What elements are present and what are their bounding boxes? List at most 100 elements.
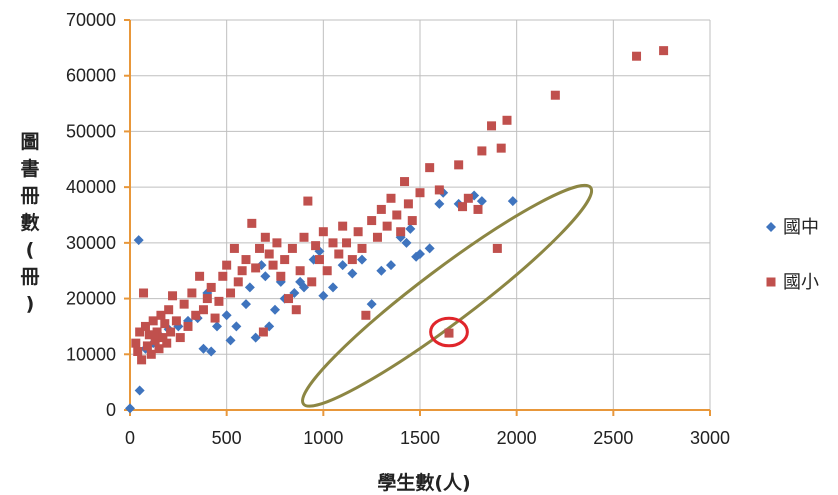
data-point-elementary — [146, 349, 156, 359]
data-point-elementary — [206, 282, 216, 292]
x-tick-label: 2500 — [593, 428, 633, 448]
data-point-elementary — [311, 241, 321, 251]
data-point-junior — [212, 321, 222, 332]
data-point-elementary — [367, 216, 377, 226]
y-tick-label: 20000 — [66, 289, 116, 309]
data-point-elementary — [550, 90, 560, 100]
data-point-junior — [133, 235, 144, 246]
data-point-elementary — [158, 333, 168, 343]
data-point-elementary — [202, 294, 212, 304]
data-point-junior — [386, 260, 396, 271]
data-point-elementary — [142, 341, 152, 351]
data-point-elementary — [463, 193, 473, 203]
data-point-elementary — [407, 216, 417, 226]
data-point-elementary — [496, 143, 506, 153]
data-point-elementary — [140, 321, 150, 331]
data-points — [125, 46, 669, 414]
data-point-elementary — [473, 204, 483, 214]
highlight-circle — [429, 316, 469, 348]
highlight-ellipse — [301, 183, 594, 408]
data-point-elementary — [299, 232, 309, 242]
data-point-elementary — [226, 288, 236, 298]
data-point-junior — [434, 198, 445, 209]
data-point-elementary — [264, 249, 274, 259]
legend-label: 國小 — [783, 272, 819, 293]
data-point-elementary — [303, 196, 313, 206]
data-point-junior — [476, 196, 487, 207]
data-point-elementary — [280, 255, 290, 265]
data-point-elementary — [183, 321, 193, 331]
data-point-elementary — [295, 266, 305, 276]
data-point-junior — [366, 299, 377, 310]
grid-lines — [130, 19, 711, 410]
data-point-elementary — [434, 185, 444, 195]
data-point-elementary — [222, 260, 232, 270]
data-point-elementary — [168, 291, 178, 301]
y-tick-label: 0 — [106, 400, 116, 420]
y-axis-title-char: ) — [26, 293, 35, 315]
x-tick-label: 3000 — [690, 428, 730, 448]
data-point-elementary — [382, 221, 392, 231]
y-axis-title-char: 冊 — [20, 266, 39, 288]
y-axis-title-char: ( — [26, 239, 35, 261]
data-point-elementary — [255, 243, 265, 253]
x-tick-label: 0 — [125, 428, 135, 448]
y-tick-label: 30000 — [66, 233, 116, 253]
data-point-elementary — [376, 204, 386, 214]
x-tick-label: 1000 — [303, 428, 343, 448]
data-point-elementary — [154, 344, 164, 354]
data-point-junior — [328, 282, 338, 293]
data-point-elementary — [135, 327, 145, 337]
data-point-elementary — [276, 271, 286, 281]
data-point-elementary — [150, 335, 160, 345]
y-axis-title-char: 書 — [20, 158, 39, 180]
data-point-junior — [424, 243, 435, 254]
data-point-junior — [405, 223, 416, 234]
data-point-junior — [206, 346, 217, 357]
y-axis-title-char: 圖 — [20, 131, 39, 153]
data-point-elementary — [247, 218, 257, 228]
data-point-elementary — [492, 243, 502, 253]
data-point-elementary — [137, 355, 147, 365]
data-point-elementary — [425, 163, 435, 173]
data-point-junior — [260, 271, 271, 282]
data-point-elementary — [307, 277, 317, 287]
data-point-elementary — [260, 232, 270, 242]
data-point-elementary — [334, 249, 344, 259]
data-point-junior — [134, 385, 145, 396]
data-point-elementary — [502, 115, 512, 125]
y-tick-label: 70000 — [66, 10, 116, 30]
data-point-elementary — [148, 316, 158, 326]
data-point-elementary — [392, 210, 402, 220]
data-point-elementary — [372, 232, 382, 242]
y-tick-label: 50000 — [66, 121, 116, 141]
data-point-elementary — [357, 243, 367, 253]
data-point-elementary — [144, 330, 154, 340]
x-tick-label: 2000 — [497, 428, 537, 448]
data-point-elementary — [191, 310, 201, 320]
data-point-junior — [241, 299, 251, 310]
data-point-elementary — [233, 277, 243, 287]
data-point-elementary — [251, 263, 261, 273]
data-point-junior — [337, 260, 348, 271]
data-point-junior — [270, 304, 280, 315]
data-point-elementary — [187, 288, 197, 298]
legend-marker-square-icon — [766, 277, 776, 287]
x-tick-label: 1500 — [400, 428, 440, 448]
y-axis-title-char: 數 — [20, 212, 39, 234]
data-point-elementary — [210, 313, 220, 323]
data-point-junior — [347, 268, 358, 279]
data-point-junior — [376, 265, 387, 276]
data-point-elementary — [477, 146, 487, 156]
data-point-elementary — [458, 202, 468, 212]
data-point-elementary — [272, 238, 282, 248]
data-point-elementary — [152, 327, 162, 337]
data-point-junior — [198, 343, 209, 354]
data-point-junior — [250, 332, 261, 343]
data-point-elementary — [229, 243, 239, 253]
data-point-elementary — [454, 160, 464, 170]
data-point-elementary — [171, 316, 181, 326]
y-axis-title-char: 冊 — [20, 185, 39, 207]
